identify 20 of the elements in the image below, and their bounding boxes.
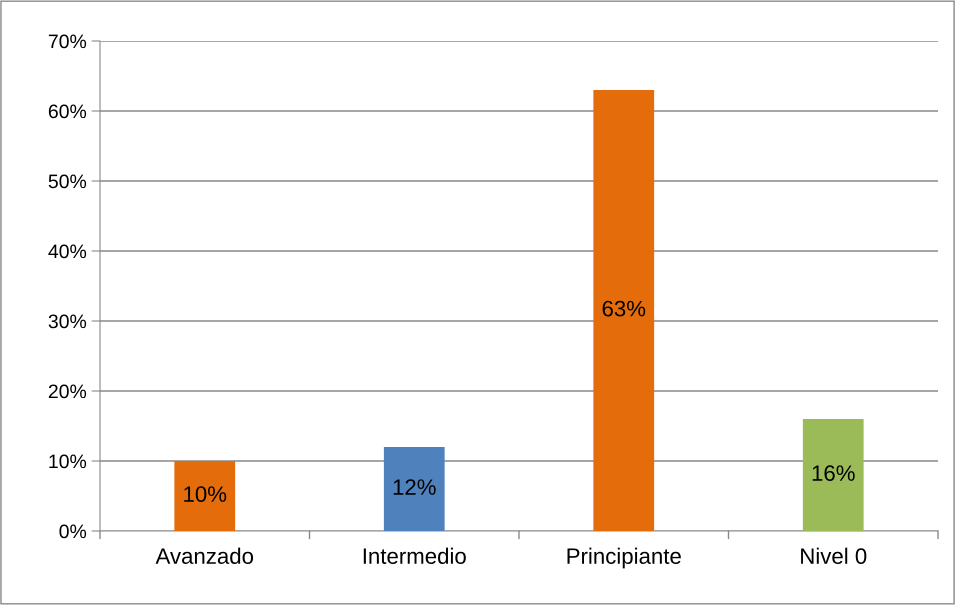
data-label: 12% <box>394 479 436 495</box>
bar <box>802 419 864 531</box>
y-tick-label: 10% <box>49 454 86 468</box>
data-label: 16% <box>812 465 855 481</box>
y-tick-label: 40% <box>48 244 86 258</box>
y-tick-label: 50% <box>48 174 86 188</box>
x-tick-label: Principiante <box>568 548 681 568</box>
y-tick-label: 30% <box>48 314 86 328</box>
y-tick-label: 0% <box>59 524 86 538</box>
bar <box>384 447 445 531</box>
bar <box>593 90 654 531</box>
data-label: 10% <box>184 486 226 502</box>
y-tick-label: 20% <box>48 384 86 398</box>
bar <box>174 461 236 531</box>
y-tick-label: 60% <box>48 104 86 118</box>
y-tick-label: 70% <box>48 34 86 48</box>
x-tick-label: Nivel 0 <box>801 548 866 564</box>
x-tick-label: Intermedio <box>364 548 466 564</box>
data-label: 63% <box>602 300 646 316</box>
x-tick-label: Avanzado <box>156 548 254 564</box>
